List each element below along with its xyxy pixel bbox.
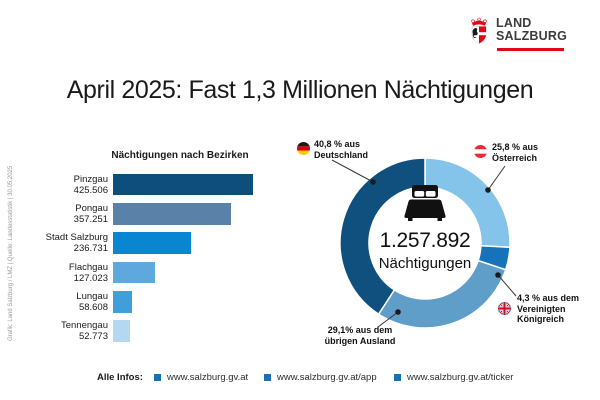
callout-dots xyxy=(370,179,501,315)
bar-pongau xyxy=(113,203,231,225)
callout-leader-lines xyxy=(331,159,517,328)
footer-label: Alle Infos: xyxy=(97,372,143,383)
footer-link-app[interactable]: www.salzburg.gv.at/app xyxy=(264,372,377,383)
total-nights-label: Nächtigungen xyxy=(378,255,472,272)
credit-line: Grafik: Land Salzburg / LMZ | Quelle: La… xyxy=(8,165,14,341)
bar-label: Stadt Salzburg 236.731 xyxy=(45,232,108,255)
germany-flag-icon xyxy=(297,142,310,155)
bar-row-pinzgau: Pinzgau 425.506 xyxy=(36,170,306,199)
callout-austria: 25,8 % aus Österreich xyxy=(492,142,538,163)
brand-wordmark: LAND SALZBURG xyxy=(496,17,567,43)
uk-flag-icon xyxy=(498,302,511,315)
link-bullet-icon xyxy=(264,374,271,381)
salzburg-coat-of-arms-icon xyxy=(471,17,487,44)
donut-segment-deutschland xyxy=(339,157,426,316)
callout-uk-line2: Vereinigten xyxy=(517,303,566,314)
bar-label: Tennengau 52.773 xyxy=(60,320,108,343)
callout-austria-line2: Österreich xyxy=(492,152,538,163)
donut-center: 1.257.892 Nächtigungen xyxy=(363,185,487,272)
callout-germany-line1: 40,8 % aus xyxy=(314,139,361,149)
footer-link-app-text[interactable]: www.salzburg.gv.at/app xyxy=(277,372,377,383)
link-bullet-icon xyxy=(394,374,401,381)
bar-label: Pinzgau 425.506 xyxy=(73,173,108,196)
footer-link-ticker[interactable]: www.salzburg.gv.at/ticker xyxy=(394,372,513,383)
bar-label: Flachgau 127.023 xyxy=(68,261,108,284)
footer-link-main[interactable]: www.salzburg.gv.at xyxy=(154,372,248,383)
bar-chart-title: Nächtigungen nach Bezirken xyxy=(111,150,249,161)
footer-link-ticker-text[interactable]: www.salzburg.gv.at/ticker xyxy=(407,372,514,383)
callout-uk: 4,3 % aus dem Vereinigten Königreich xyxy=(517,293,579,325)
bar-row-pongau: Pongau 357.251 xyxy=(36,199,306,228)
brand-line-1: LAND xyxy=(496,16,532,30)
callout-other-line1: 29,1% aus dem xyxy=(327,325,393,335)
bar-chart: Pinzgau 425.506 Pongau 357.251 Stadt Salzbur… xyxy=(36,170,306,346)
bar-lungau xyxy=(113,291,133,313)
bar-row-flachgau: Flachgau 127.023 xyxy=(36,258,306,287)
callout-uk-line1: 4,3 % aus dem xyxy=(517,293,580,303)
page-title: April 2025: Fast 1,3 Millionen Nächtigun… xyxy=(66,76,534,104)
bar-label: Pongau 357.251 xyxy=(73,202,108,225)
austria-flag-icon xyxy=(474,145,487,158)
bar-label: Lungau 58.608 xyxy=(76,290,108,313)
link-bullet-icon xyxy=(154,374,161,381)
bar-flachgau xyxy=(113,261,155,284)
bar-row-lungau: Lungau 58.608 xyxy=(36,287,306,316)
bar-pinzgau xyxy=(113,173,253,196)
callout-germany-line2: Deutschland xyxy=(314,149,369,160)
bar-tennengau xyxy=(113,320,131,342)
total-nights-value: 1.257.892 xyxy=(379,229,471,252)
brand-line-2: SALZBURG xyxy=(496,29,568,43)
bar-row-tennengau: Tennengau 52.773 xyxy=(36,316,306,345)
callout-germany: 40,8 % aus Deutschland xyxy=(314,139,368,160)
callout-other-ausland: 29,1% aus dem übrigen Ausland xyxy=(318,325,402,346)
callout-other-line2: übrigen Ausland xyxy=(324,335,396,346)
bar-stadt-salzburg xyxy=(113,232,191,254)
bar-row-stadt-salzburg: Stadt Salzburg 236.731 xyxy=(36,229,306,258)
footer-link-main-text[interactable]: www.salzburg.gv.at xyxy=(167,372,249,383)
brand-red-underline xyxy=(497,48,564,51)
callout-austria-line1: 25,8 % aus xyxy=(492,142,539,152)
bed-icon xyxy=(404,185,446,221)
callout-uk-line3: Königreich xyxy=(517,314,565,324)
donut-chart xyxy=(331,157,517,329)
